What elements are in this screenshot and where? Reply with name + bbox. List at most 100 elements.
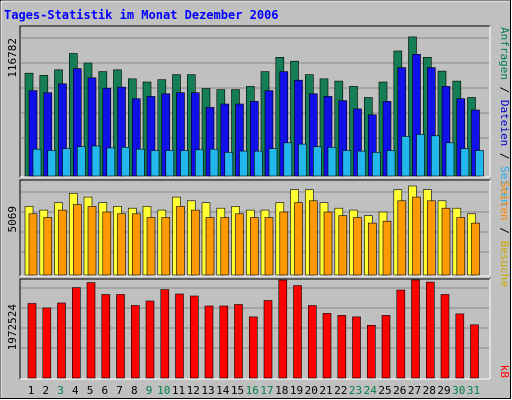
bar-top-seiten-day-30	[460, 148, 470, 177]
legend-bottom: kB	[498, 365, 511, 379]
legend-entry-anfragen: Anfragen	[498, 27, 511, 80]
bar-middle-seiten-day-10	[161, 217, 171, 276]
bar-top-seiten-day-13	[209, 148, 219, 177]
day-label-9: 9	[146, 384, 153, 397]
bar-bottom-kb-day-13	[204, 305, 214, 379]
bar-middle-seiten-day-20	[308, 200, 318, 276]
day-label-18: 18	[275, 384, 288, 397]
bar-bottom-kb-day-30	[455, 313, 465, 379]
bar-middle-seiten-day-18	[279, 211, 289, 276]
bar-bottom-kb-day-28	[425, 281, 435, 379]
bar-bottom-kb-day-24	[366, 324, 376, 379]
bar-middle-seiten-day-23	[353, 217, 362, 276]
bar-top-seiten-day-14	[224, 152, 234, 177]
bar-top-seiten-day-27	[416, 134, 425, 177]
bar-middle-seiten-day-4	[73, 204, 82, 276]
bar-bottom-kb-day-23	[352, 316, 361, 379]
bar-middle-seiten-day-24	[367, 222, 377, 276]
legend-entry-kb: kB	[498, 365, 511, 379]
day-label-29: 29	[437, 384, 450, 397]
bar-middle-seiten-day-17	[264, 217, 274, 276]
bar-bottom-kb-day-12	[190, 295, 199, 379]
bar-bottom-kb-day-8	[131, 305, 140, 379]
day-label-20: 20	[305, 384, 318, 397]
bar-middle-seiten-day-15	[235, 213, 244, 276]
bar-middle-seiten-day-2	[43, 217, 53, 276]
middle-ymax-label: 5069	[6, 206, 19, 233]
bar-top-seiten-day-29	[445, 142, 455, 177]
bar-bottom-kb-day-21	[322, 313, 332, 379]
day-label-27: 27	[408, 384, 421, 397]
day-label-12: 12	[187, 384, 200, 397]
bar-bottom-kb-day-15	[234, 304, 243, 379]
bar-middle-seiten-day-1	[28, 213, 38, 276]
bar-top-seiten-day-22	[342, 150, 352, 177]
bar-bottom-kb-day-7	[116, 294, 125, 379]
day-labels: 1 2 3 4 5 6 7 8 9 10 11 12 13 14 15 16 17 18 19 20 21 22 23 24 2…	[28, 384, 480, 397]
bar-bottom-kb-day-20	[307, 305, 317, 379]
bar-bottom-kb-day-5	[86, 282, 96, 379]
bar-top-seiten-day-11	[180, 150, 189, 177]
day-label-15: 15	[231, 384, 244, 397]
bar-middle-seiten-day-12	[191, 209, 200, 276]
bar-top-seiten-day-16	[254, 150, 263, 177]
day-label-11: 11	[172, 384, 185, 397]
bar-bottom-kb-day-17	[263, 300, 273, 379]
bar-bottom-kb-day-14	[219, 305, 229, 379]
bar-bottom-kb-day-11	[175, 293, 184, 379]
bar-middle-seiten-day-21	[323, 211, 333, 276]
day-label-19: 19	[290, 384, 303, 397]
bar-middle-seiten-day-13	[205, 217, 215, 276]
day-label-5: 5	[87, 384, 94, 397]
bar-bottom-kb-day-25	[381, 315, 391, 379]
bar-bottom-kb-day-10	[160, 289, 170, 379]
day-label-10: 10	[157, 384, 170, 397]
bar-bottom-kb-day-26	[396, 289, 406, 379]
day-label-24: 24	[364, 384, 378, 397]
bar-top-seiten-day-9	[150, 150, 160, 177]
legend-entry-seiten: Seiten	[498, 181, 511, 221]
bar-bottom-kb-day-31	[470, 324, 479, 379]
bar-top-seiten-day-6	[106, 147, 116, 177]
bar-middle-seiten-day-3	[58, 209, 67, 276]
bars-layer	[24, 36, 484, 379]
bar-top-seiten-day-20	[312, 146, 322, 177]
bar-bottom-kb-day-6	[101, 294, 111, 379]
bottom-ymax-label: 1972524	[6, 304, 19, 351]
bar-top-seiten-day-17	[268, 148, 278, 177]
bar-top-seiten-day-4	[77, 146, 86, 177]
chart-title: Tages-Statistik im Monat Dezember 2006	[4, 8, 279, 22]
day-label-25: 25	[378, 384, 391, 397]
day-label-16: 16	[246, 384, 259, 397]
bar-middle-seiten-day-28	[426, 200, 436, 276]
bar-top-seiten-day-5	[91, 145, 101, 177]
bar-top-seiten-day-24	[371, 152, 381, 177]
bar-middle-seiten-day-19	[294, 202, 303, 276]
bar-bottom-kb-day-3	[57, 302, 66, 379]
bar-bottom-kb-day-18	[278, 279, 288, 379]
day-label-13: 13	[201, 384, 214, 397]
day-label-17: 17	[260, 384, 273, 397]
legend-top: Anfragen / Dateien / Seiten	[498, 27, 511, 206]
bar-top-seiten-day-12	[195, 149, 204, 177]
day-label-14: 14	[216, 384, 230, 397]
bar-top-seiten-day-2	[47, 150, 57, 177]
bar-bottom-kb-day-1	[27, 303, 37, 379]
bar-bottom-kb-day-19	[293, 285, 302, 379]
bar-bottom-kb-day-22	[337, 315, 347, 379]
bar-top-seiten-day-7	[121, 147, 130, 177]
bar-bottom-kb-day-29	[440, 294, 450, 379]
day-label-28: 28	[423, 384, 436, 397]
day-label-23: 23	[349, 384, 362, 397]
legend-separator: /	[498, 146, 511, 166]
bar-middle-seiten-day-9	[146, 217, 156, 276]
bar-top-seiten-day-3	[62, 148, 71, 177]
day-label-7: 7	[116, 384, 123, 397]
bar-top-seiten-day-21	[327, 147, 337, 177]
top-ymax-label: 116782	[6, 38, 19, 78]
bar-middle-seiten-day-14	[220, 217, 230, 276]
bar-top-seiten-day-28	[430, 135, 440, 177]
legend-middle: Seiten / Besuche	[498, 181, 511, 287]
